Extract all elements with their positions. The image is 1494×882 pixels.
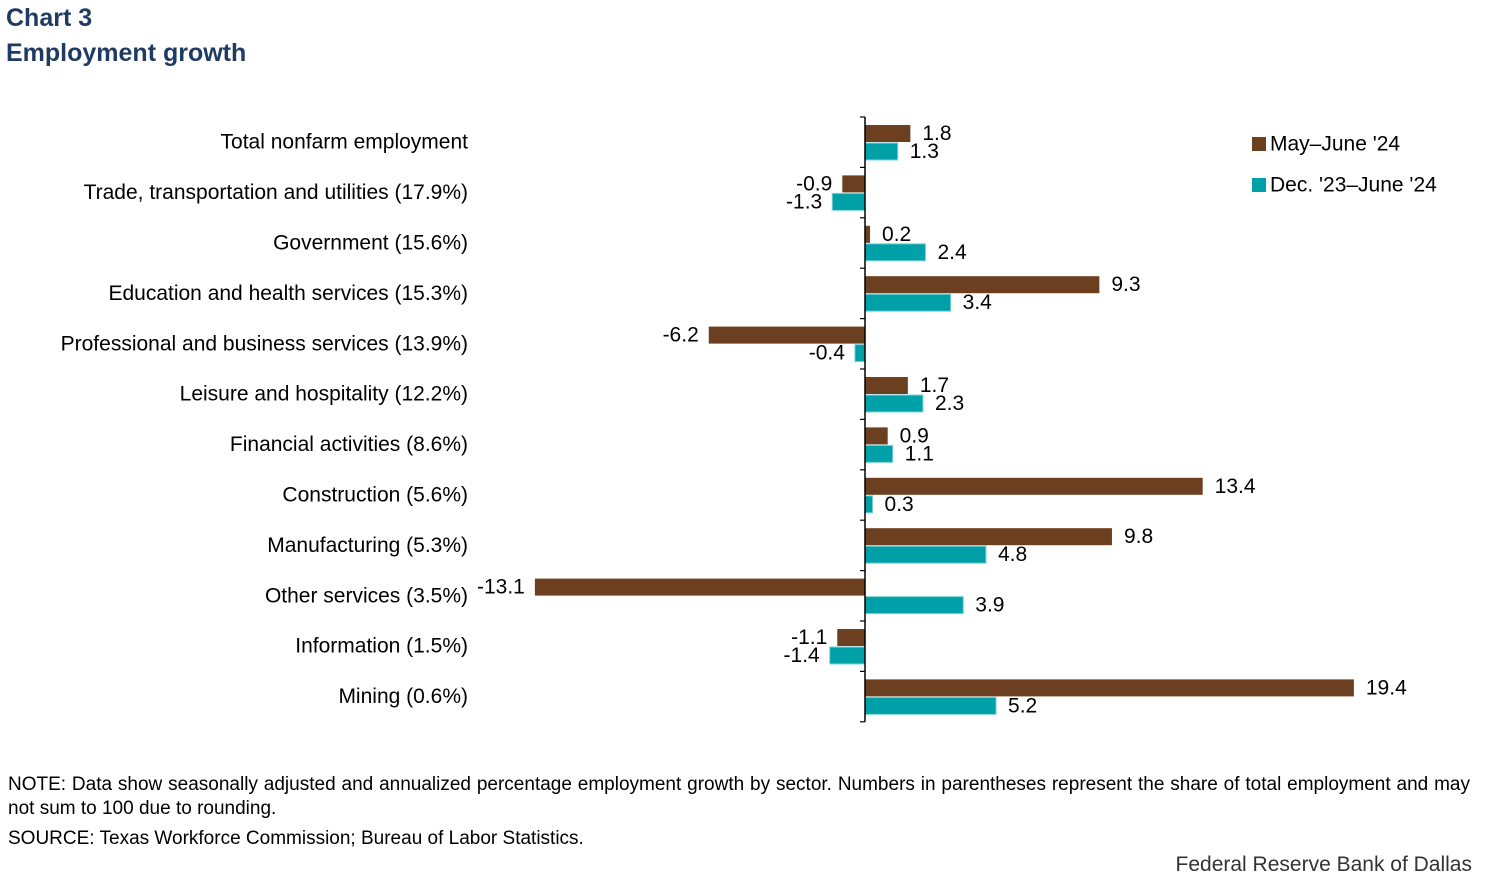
bar-may-june	[534, 578, 865, 596]
bar-may-june	[842, 175, 865, 193]
data-label: 0.3	[885, 493, 914, 516]
data-label: -0.9	[796, 172, 832, 195]
data-label: 2.4	[937, 241, 967, 264]
bar-dec-june	[864, 444, 894, 463]
data-label: 1.1	[905, 442, 934, 465]
chart-note: NOTE: Data show seasonally adjusted and …	[8, 774, 1470, 819]
bar-dec-june	[829, 646, 866, 665]
legend-label: May–June '24	[1270, 133, 1400, 156]
category-label: Leisure and hospitality (12.2%)	[180, 383, 468, 406]
data-label: 0.9	[900, 424, 929, 447]
legend-label: Dec. '23–June '24	[1270, 174, 1437, 197]
category-label: Construction (5.6%)	[282, 484, 468, 507]
data-label: -0.4	[809, 342, 846, 365]
bar-dec-june	[864, 596, 964, 615]
data-label: 1.8	[922, 122, 951, 145]
bar-dec-june	[864, 394, 924, 413]
data-label: 3.4	[963, 291, 993, 314]
data-label: -1.3	[786, 190, 822, 213]
chart-subtitle: Employment growth	[6, 39, 247, 67]
data-label: -1.4	[784, 644, 821, 667]
data-label: 13.4	[1215, 475, 1256, 498]
bar-dec-june	[854, 344, 866, 363]
bar-dec-june	[864, 293, 952, 312]
bar-may-june	[865, 528, 1112, 546]
category-label: Other services (3.5%)	[265, 584, 468, 607]
bar-may-june	[708, 326, 865, 344]
data-label: -6.2	[663, 324, 699, 347]
bar-may-june	[837, 629, 865, 646]
data-label: 1.7	[920, 374, 949, 397]
bar-may-june	[865, 276, 1100, 294]
bar-dec-june	[864, 545, 987, 564]
data-label: 1.3	[910, 140, 939, 163]
bar-may-june	[865, 427, 888, 445]
category-label: Professional and business services (13.9…	[61, 332, 468, 355]
category-label: Mining (0.6%)	[338, 685, 468, 708]
category-label: Education and health services (15.3%)	[108, 282, 468, 305]
legend-swatch	[1252, 178, 1266, 192]
data-label: 2.3	[935, 392, 964, 415]
chart-title: Chart 3	[6, 4, 93, 32]
data-label: 5.2	[1008, 694, 1037, 717]
bar-may-june	[865, 125, 911, 142]
bar-chart: Total nonfarm employment Trade, transport…	[61, 116, 1437, 723]
chart-source: SOURCE: Texas Workforce Commission; Bure…	[8, 828, 584, 849]
bar-dec-june	[831, 192, 866, 211]
data-label: 4.8	[998, 543, 1027, 566]
category-label: Information (1.5%)	[295, 635, 468, 658]
bar-dec-june	[864, 142, 899, 161]
data-label: 9.3	[1111, 273, 1140, 296]
category-label: Financial activities (8.6%)	[230, 433, 468, 456]
bar-dec-june	[864, 243, 926, 262]
category-label: Trade, transportation and utilities (17.…	[84, 181, 468, 204]
bar-may-june	[865, 377, 908, 394]
bar-may-june	[865, 225, 871, 243]
data-label: 19.4	[1366, 676, 1407, 699]
data-label: 3.9	[975, 594, 1004, 617]
data-label: -13.1	[477, 576, 525, 599]
data-label: 0.2	[882, 223, 911, 246]
bar-may-june	[865, 477, 1203, 495]
category-label: Government (15.6%)	[273, 232, 468, 255]
bar-dec-june	[864, 495, 874, 514]
bar-may-june	[865, 679, 1354, 697]
category-label: Manufacturing (5.3%)	[267, 534, 468, 557]
data-label: -1.1	[791, 626, 827, 649]
credit-text: Federal Reserve Bank of Dallas	[1175, 853, 1472, 876]
bar-dec-june	[864, 696, 997, 715]
legend-swatch	[1252, 137, 1266, 151]
data-label: 9.8	[1124, 525, 1153, 548]
category-label: Total nonfarm employment	[221, 131, 469, 154]
